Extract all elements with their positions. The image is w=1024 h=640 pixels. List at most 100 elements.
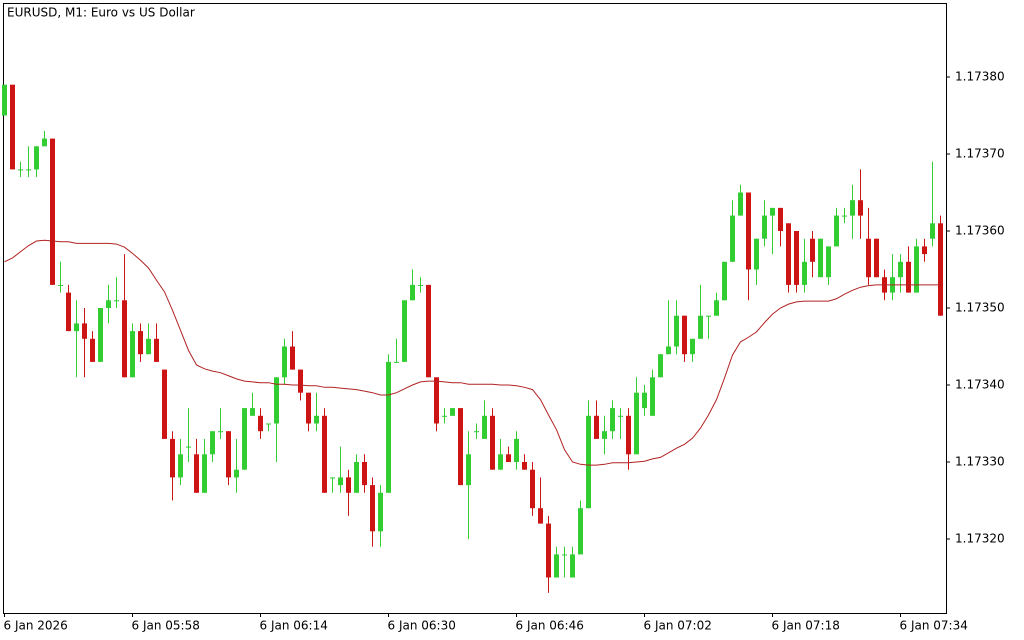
- candle-body: [274, 377, 279, 424]
- candle-body: [762, 215, 767, 239]
- candle-body: [682, 315, 687, 355]
- candle-body: [698, 315, 703, 339]
- candle-body: [290, 346, 295, 370]
- candle-body: [810, 238, 815, 262]
- candle-body: [178, 454, 183, 478]
- candle-body: [626, 415, 631, 455]
- candle-body: [690, 338, 695, 355]
- candle-body: [738, 192, 743, 216]
- x-tick-label: 6 Jan 06:14: [260, 619, 328, 633]
- y-tick-label: 1.17320: [955, 532, 1005, 546]
- y-tick-label: 1.17350: [955, 301, 1005, 315]
- candle-body: [930, 223, 935, 239]
- candle-body: [298, 369, 303, 393]
- candle-body: [34, 146, 39, 170]
- y-tick-label: 1.17330: [955, 455, 1005, 469]
- candle-body: [194, 454, 199, 493]
- candle-body: [730, 215, 735, 262]
- candle-body: [26, 169, 31, 171]
- candle-body: [346, 477, 351, 493]
- candle-body: [570, 554, 575, 578]
- candle-body: [42, 138, 47, 147]
- candle-body: [874, 238, 879, 278]
- candle-body: [58, 284, 63, 286]
- candle-body: [242, 408, 247, 470]
- candle-body: [834, 215, 839, 247]
- candle-body: [746, 192, 751, 270]
- candle-body: [842, 215, 847, 217]
- candle-body: [202, 454, 207, 493]
- candle-body: [578, 508, 583, 555]
- candle-body: [98, 308, 103, 362]
- candle-body: [778, 207, 783, 231]
- candle-body: [466, 454, 471, 486]
- y-tick-label: 1.17370: [955, 147, 1005, 161]
- candle-body: [226, 431, 231, 478]
- candle-body: [170, 438, 175, 478]
- x-tick-label: 6 Jan 07:34: [900, 619, 968, 633]
- candle-body: [66, 292, 71, 332]
- x-tick-label: 6 Jan 2026: [4, 619, 68, 633]
- candle-body: [442, 415, 447, 417]
- candle-body: [186, 446, 191, 448]
- candle-body: [426, 284, 431, 378]
- candle-body: [354, 462, 359, 493]
- candle-body: [370, 485, 375, 532]
- candle-body: [898, 261, 903, 278]
- candle-body: [50, 138, 55, 285]
- x-tick-label: 6 Jan 06:30: [388, 619, 456, 633]
- candle-body: [602, 431, 607, 439]
- candle-body: [394, 361, 399, 363]
- x-tick-label: 6 Jan 05:58: [132, 619, 200, 633]
- candle-body: [866, 238, 871, 278]
- candle-body: [914, 246, 919, 293]
- candle-body: [434, 377, 439, 424]
- candle-body: [658, 354, 663, 378]
- x-tick-label: 6 Jan 07:18: [772, 619, 840, 633]
- candle-body: [18, 169, 23, 171]
- candle-body: [258, 415, 263, 432]
- candle-body: [114, 300, 119, 302]
- candle-body: [794, 231, 799, 285]
- candle-body: [162, 369, 167, 439]
- candle-body: [538, 508, 543, 524]
- candle-body: [530, 469, 535, 509]
- y-tick-label: 1.17340: [955, 378, 1005, 392]
- candle-body: [154, 338, 159, 362]
- candle-body: [338, 477, 343, 486]
- candle-body: [650, 377, 655, 416]
- candle-body: [450, 408, 455, 416]
- y-tick-label: 1.17380: [955, 70, 1005, 84]
- candle-body: [362, 462, 367, 486]
- candle-body: [250, 408, 255, 416]
- candle-body: [858, 200, 863, 216]
- candle-body: [210, 431, 215, 455]
- candle-body: [490, 415, 495, 470]
- candle-body: [674, 315, 679, 347]
- candle-body: [458, 408, 463, 486]
- candle-body: [234, 469, 239, 478]
- candle-body: [122, 300, 127, 378]
- chart-title: EURUSD, M1: Euro vs US Dollar: [7, 6, 195, 20]
- candle-body: [514, 438, 519, 462]
- candle-body: [314, 415, 319, 424]
- moving-average: [4, 239, 941, 466]
- candle-body: [754, 238, 759, 270]
- candle-body: [266, 423, 271, 425]
- candle-body: [770, 207, 775, 216]
- candle-body: [522, 462, 527, 470]
- x-tick-label: 6 Jan 06:46: [516, 619, 584, 633]
- candle-body: [546, 523, 551, 578]
- candle-body: [922, 246, 927, 255]
- candle-body: [218, 431, 223, 433]
- candle-body: [634, 392, 639, 455]
- x-tick-label: 6 Jan 07:02: [644, 619, 712, 633]
- candle-body: [378, 492, 383, 532]
- candle-body: [642, 392, 647, 409]
- candle-body: [818, 238, 823, 278]
- candle-body: [90, 338, 95, 362]
- candle-body: [282, 346, 287, 378]
- candle-body: [306, 392, 311, 424]
- candle-body: [482, 415, 487, 439]
